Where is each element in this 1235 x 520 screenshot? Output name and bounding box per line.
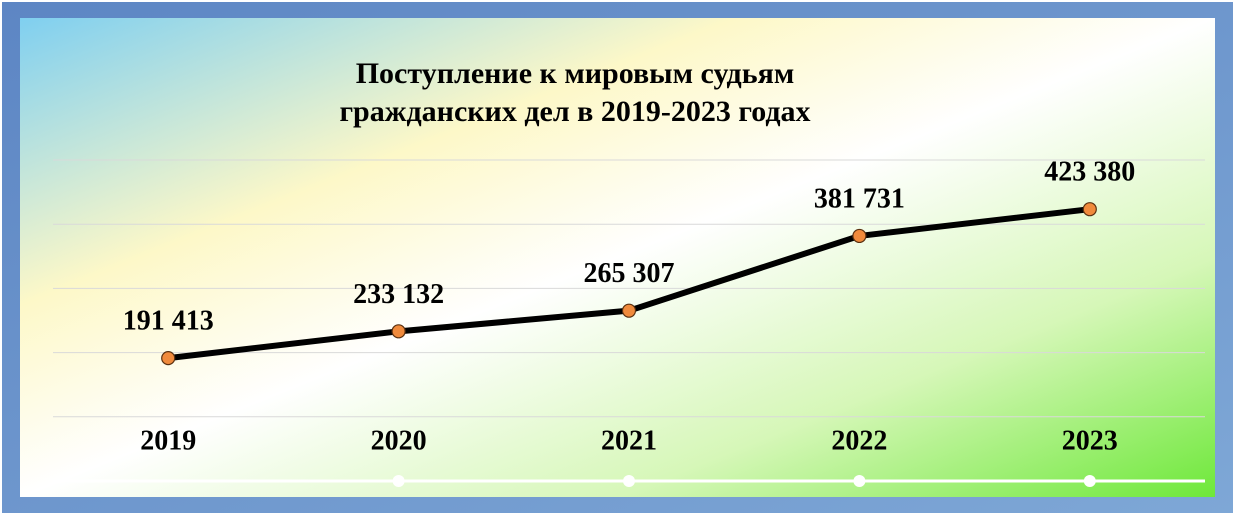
point xyxy=(621,303,637,318)
axis-dot xyxy=(1083,475,1096,487)
point xyxy=(161,351,176,366)
chart-title: гражданских дел в 2019-2023 годах xyxy=(339,95,810,128)
x-tick-label: 2023 xyxy=(1062,425,1118,456)
point xyxy=(852,228,867,244)
x-tick-label: 2020 xyxy=(371,425,427,456)
data-label: 191 413 xyxy=(123,306,214,337)
axis-dot xyxy=(853,475,866,487)
x-tick-label: 2022 xyxy=(831,425,887,456)
chart-title: Поступление к мировым судьям xyxy=(356,57,795,90)
axis-dot xyxy=(623,475,635,487)
point xyxy=(391,324,406,339)
data-label: 423 380 xyxy=(1044,157,1135,188)
data-label: 265 307 xyxy=(584,258,675,289)
x-tick-label: 2019 xyxy=(140,425,196,456)
data-label: 381 731 xyxy=(814,183,905,214)
axis-dot xyxy=(392,475,405,487)
data-label: 233 132 xyxy=(353,279,444,310)
point xyxy=(1082,202,1097,217)
x-tick-label: 2021 xyxy=(601,425,657,456)
